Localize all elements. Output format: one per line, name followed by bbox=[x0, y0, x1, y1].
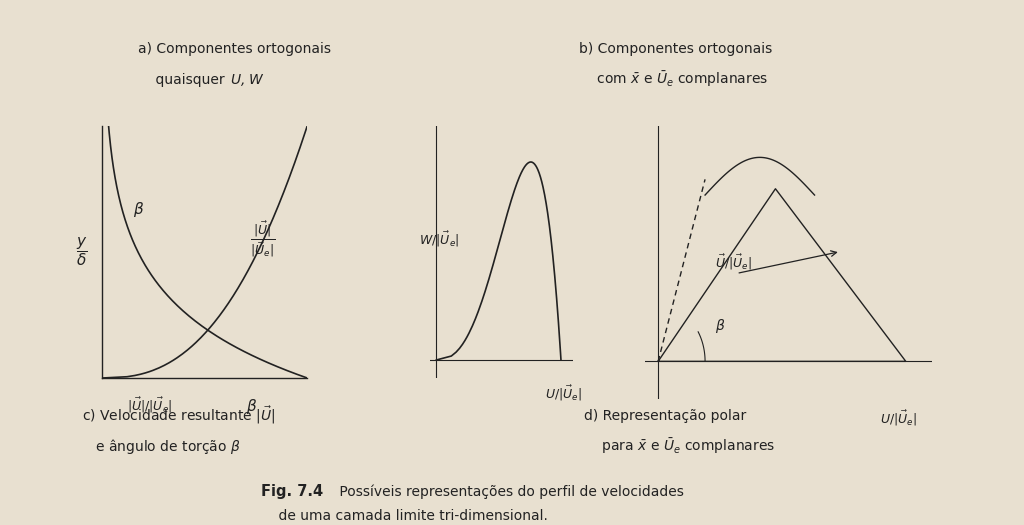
Text: $U/|\vec{U}_e|$: $U/|\vec{U}_e|$ bbox=[881, 409, 918, 428]
Text: a) Componentes ortogonais: a) Componentes ortogonais bbox=[138, 41, 331, 56]
Text: $\beta$: $\beta$ bbox=[133, 200, 144, 219]
Y-axis label: $\dfrac{y}{\delta}$: $\dfrac{y}{\delta}$ bbox=[76, 236, 87, 268]
Text: $\beta$: $\beta$ bbox=[246, 397, 257, 416]
Text: $U/|\vec{U}_e|$: $U/|\vec{U}_e|$ bbox=[545, 383, 582, 403]
Text: para $\bar{x}$ e $\bar{U}_e$ complanares: para $\bar{x}$ e $\bar{U}_e$ complanares bbox=[584, 437, 775, 457]
Text: $|\vec{U}|/|\vec{U}_e|$: $|\vec{U}|/|\vec{U}_e|$ bbox=[127, 396, 173, 415]
Text: $\dfrac{|\vec{U}|}{|\vec{U}_e|}$: $\dfrac{|\vec{U}|}{|\vec{U}_e|}$ bbox=[250, 219, 275, 259]
Text: Possíveis representações do perfil de velocidades: Possíveis representações do perfil de ve… bbox=[335, 485, 684, 499]
Text: c) Velocidade resultante $|\vec{U}|$: c) Velocidade resultante $|\vec{U}|$ bbox=[82, 404, 275, 425]
Text: $W/|\vec{U}_e|$: $W/|\vec{U}_e|$ bbox=[419, 230, 459, 249]
Text: $\beta$: $\beta$ bbox=[716, 317, 726, 335]
Text: b) Componentes ortogonais: b) Componentes ortogonais bbox=[579, 41, 772, 56]
Text: de uma camada limite tri-dimensional.: de uma camada limite tri-dimensional. bbox=[261, 509, 548, 523]
Text: $U$, $W$: $U$, $W$ bbox=[230, 72, 265, 88]
Text: d) Representação polar: d) Representação polar bbox=[584, 409, 745, 423]
Text: Fig. 7.4: Fig. 7.4 bbox=[261, 484, 324, 499]
Text: quaisquer: quaisquer bbox=[138, 73, 229, 87]
Text: e ângulo de torção $\beta$: e ângulo de torção $\beta$ bbox=[82, 437, 241, 457]
Text: $\vec{U}/|\vec{U}_e|$: $\vec{U}/|\vec{U}_e|$ bbox=[716, 253, 753, 272]
Text: com $\bar{x}$ e $\bar{U}_e$ complanares: com $\bar{x}$ e $\bar{U}_e$ complanares bbox=[579, 69, 768, 89]
